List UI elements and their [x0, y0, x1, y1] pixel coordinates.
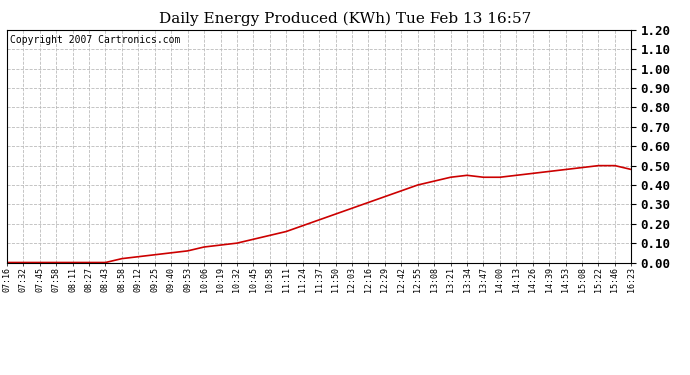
- Text: Daily Energy Produced (KWh) Tue Feb 13 16:57: Daily Energy Produced (KWh) Tue Feb 13 1…: [159, 11, 531, 26]
- Text: Copyright 2007 Cartronics.com: Copyright 2007 Cartronics.com: [10, 34, 180, 45]
